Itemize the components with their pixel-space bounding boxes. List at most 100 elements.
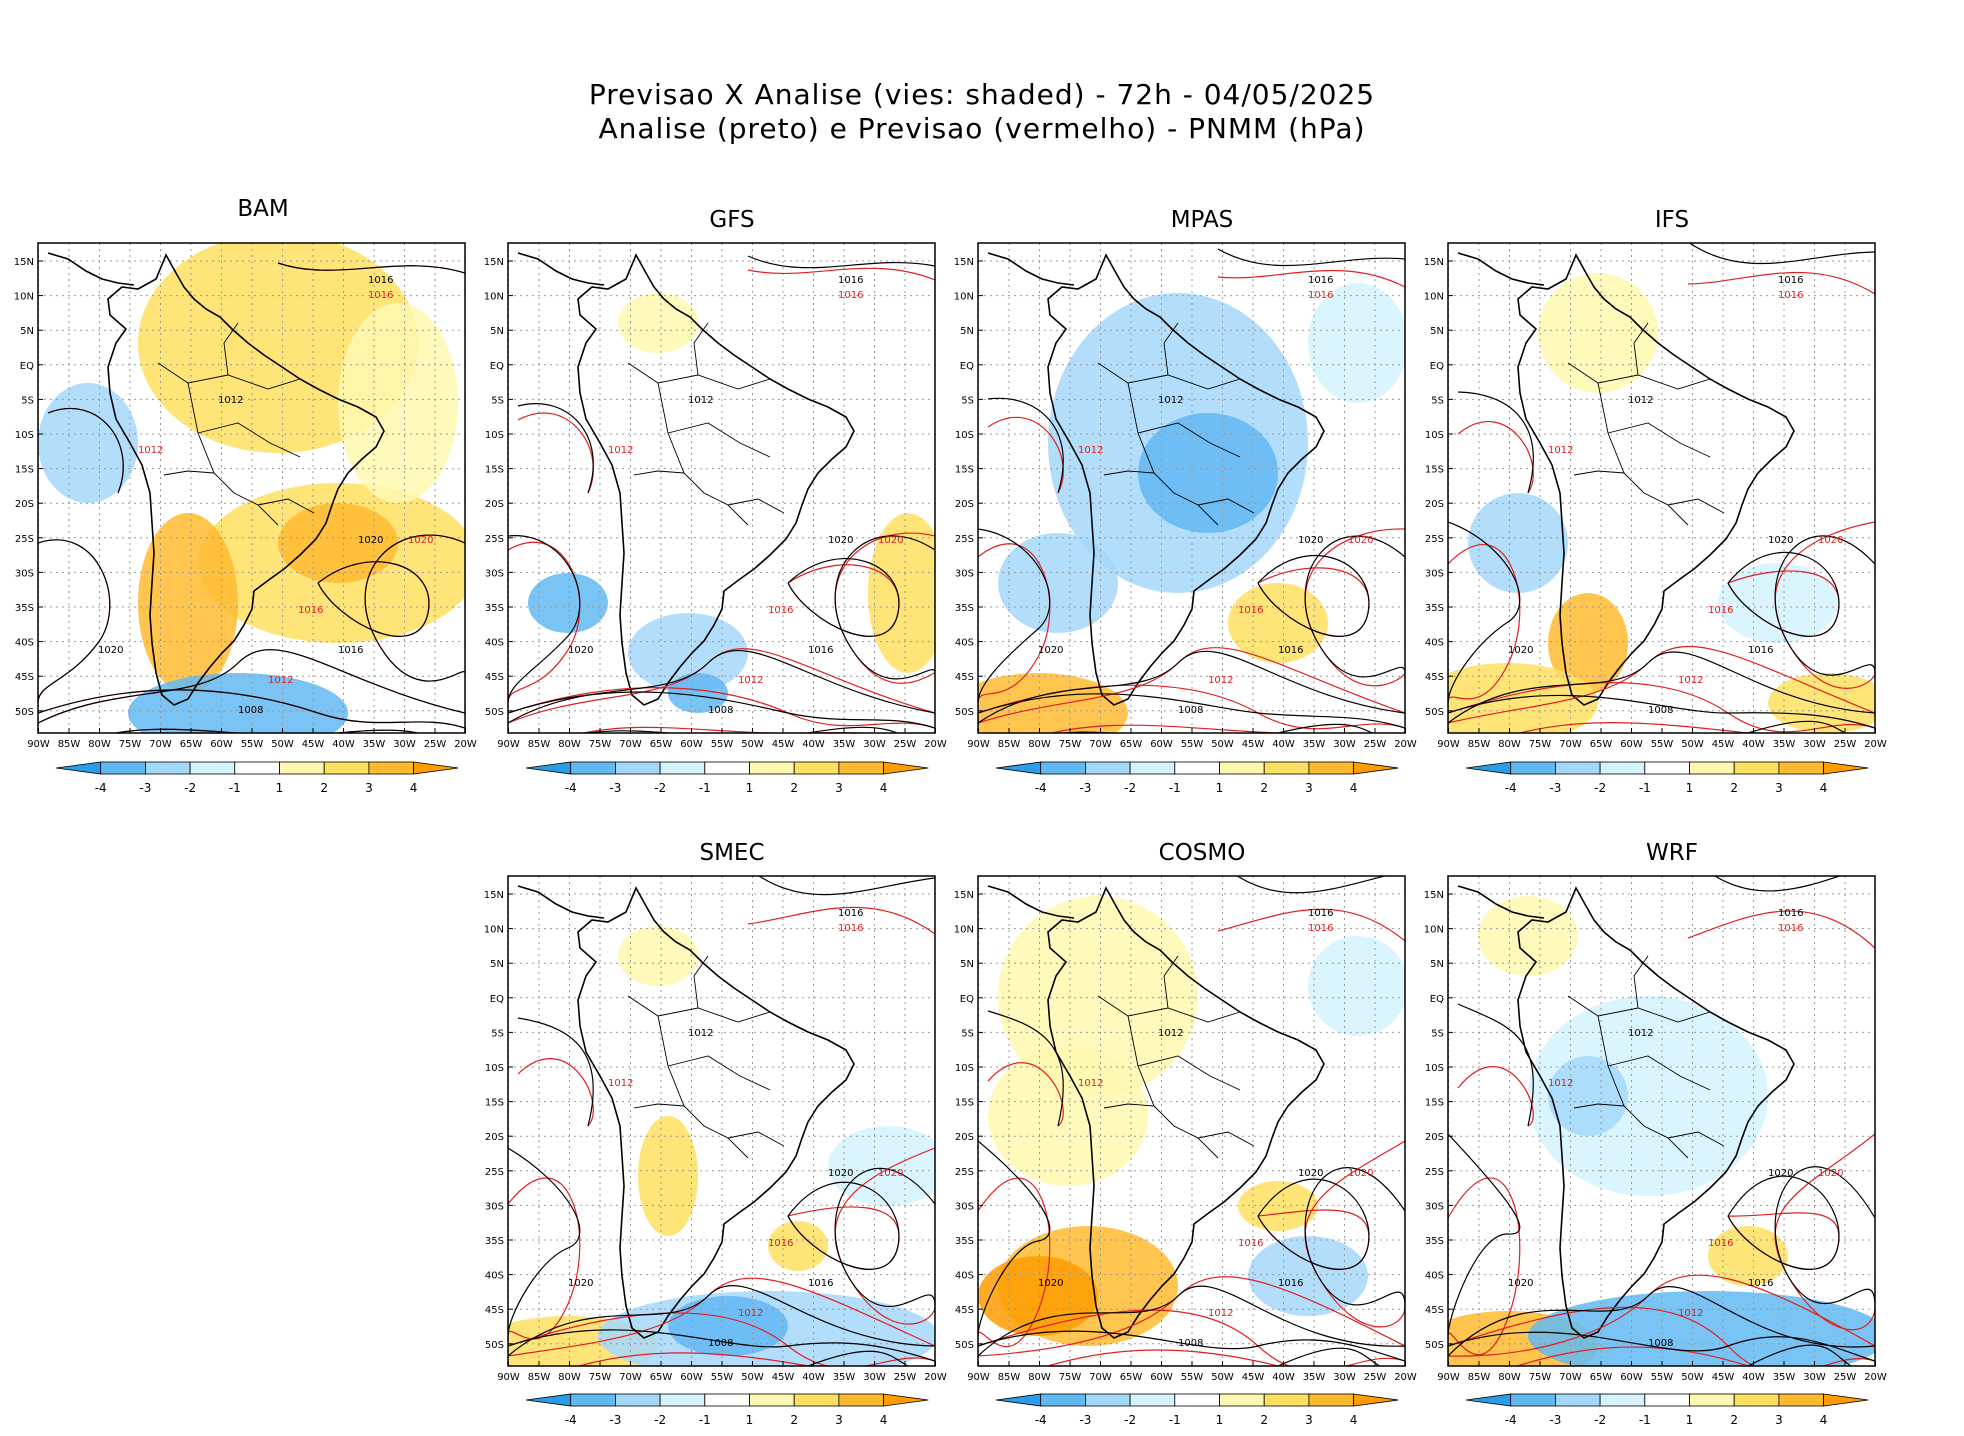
analysis-isobar <box>1727 1175 1840 1270</box>
panel-title-smec: SMEC <box>699 840 765 866</box>
lat-label: 50S <box>485 1340 504 1351</box>
lat-label: 40S <box>1425 1271 1444 1282</box>
lat-label: 15N <box>1424 257 1444 268</box>
lon-label: 60W <box>680 1372 703 1383</box>
analysis-isobar <box>1534 720 1847 733</box>
colorbar-label: 1 <box>1686 781 1694 795</box>
colorbar-label: 1 <box>1216 1413 1224 1427</box>
lon-label: 90W <box>497 1372 520 1383</box>
contour-label: 1016 <box>1708 1238 1733 1249</box>
lat-label: 15S <box>955 1098 974 1109</box>
country-border <box>667 1055 771 1091</box>
lon-label: 20W <box>924 1372 947 1383</box>
country-border <box>1197 1131 1255 1147</box>
map-panel-smec: 1016 1016 1012 1012 1020 1020 1016 1016 1020 1012… <box>484 875 947 1383</box>
lat-label: 35S <box>1425 603 1444 614</box>
lat-label: 20S <box>485 1132 504 1143</box>
contour-label: 1020 <box>1298 535 1323 546</box>
south-america-coastline <box>1047 253 1325 706</box>
lon-label: 80W <box>1028 1372 1051 1383</box>
lon-label: 80W <box>558 1372 581 1383</box>
analysis-isobar <box>1304 535 1405 678</box>
analysis-isobar <box>38 689 465 729</box>
lon-label: 35W <box>363 739 386 750</box>
contour-label: 1020 <box>878 1168 903 1179</box>
lon-label: 90W <box>967 739 990 750</box>
colorbar-label: 3 <box>1305 1413 1313 1427</box>
analysis-isobar <box>508 535 581 704</box>
colorbar-segment <box>1353 761 1399 775</box>
colorbar-label: 2 <box>790 781 798 795</box>
contour-label: 1016 <box>768 1238 793 1249</box>
colorbar-segment <box>1174 761 1220 775</box>
analysis-isobar <box>584 726 900 733</box>
colorbar-segment <box>570 1393 616 1407</box>
analysis-isobar <box>1774 535 1875 676</box>
south-america-coastline <box>1517 253 1795 706</box>
lat-label: 5S <box>961 1028 974 1039</box>
contour-label: 1012 <box>1158 1028 1183 1039</box>
colorbar-label: -2 <box>654 1413 666 1427</box>
lon-label: 25W <box>1834 1372 1857 1383</box>
contour-label: 1012 <box>1548 1078 1573 1089</box>
south-america-coastline <box>577 886 855 1339</box>
bias-shading <box>1528 996 1768 1196</box>
colorbar-label: -3 <box>139 781 151 795</box>
lon-label: 45W <box>1242 739 1265 750</box>
lat-label: 5N <box>20 326 34 337</box>
colorbar-label: -2 <box>184 781 196 795</box>
lat-label: 10S <box>1425 1063 1444 1074</box>
colorbar-label: -3 <box>609 781 621 795</box>
lat-label: 40S <box>485 638 504 649</box>
lon-label: 60W <box>1620 1372 1643 1383</box>
lon-label: 20W <box>1864 1372 1887 1383</box>
lat-label: 10S <box>485 430 504 441</box>
colorbar-label: -3 <box>609 1413 621 1427</box>
lon-label: 85W <box>1468 739 1491 750</box>
forecast-isobar <box>508 687 935 729</box>
contour-label: 1020 <box>828 1168 853 1179</box>
lon-label: 60W <box>210 739 233 750</box>
colorbar-label: 2 <box>1260 781 1268 795</box>
lat-label: 35S <box>15 603 34 614</box>
contour-label: 1016 <box>838 908 863 919</box>
country-border <box>1137 422 1241 458</box>
colorbar: -4 -3 -2 -1 1 2 3 4 <box>1465 1393 1869 1427</box>
colorbar-label: -3 <box>1549 781 1561 795</box>
lon-label: 45W <box>1242 1372 1265 1383</box>
contour-label: 1020 <box>828 535 853 546</box>
lat-label: 5S <box>1431 395 1444 406</box>
south-america-coastline <box>107 253 385 706</box>
forecast-isobar <box>978 1309 1405 1366</box>
lat-label: 40S <box>15 638 34 649</box>
contour-label: 1016 <box>1778 290 1803 301</box>
bias-shading <box>338 303 458 503</box>
forecast-isobar <box>747 906 935 935</box>
colorbar-label: -1 <box>229 781 241 795</box>
colorbar-segment <box>1689 761 1735 775</box>
lon-label: 20W <box>1864 739 1887 750</box>
country-border <box>163 470 215 476</box>
lat-label: 5S <box>21 395 34 406</box>
country-border <box>1633 955 1649 1009</box>
colorbar-label: -1 <box>699 781 711 795</box>
forecast-isobar <box>1457 420 1534 494</box>
colorbar-label: 4 <box>1820 781 1828 795</box>
analysis-isobar <box>1448 1133 1521 1337</box>
colorbar-segment <box>1174 1393 1220 1407</box>
bias-shading <box>38 383 138 503</box>
map-panel-gfs: 1016 1016 1012 1012 1020 1020 1016 1016 1020 1012… <box>484 242 947 750</box>
panel-title-mpas: MPAS <box>1170 207 1234 233</box>
country-border <box>223 322 239 376</box>
contour-label: 1016 <box>298 605 323 616</box>
lon-label: 30W <box>1333 1372 1356 1383</box>
lon-label: 25W <box>424 739 447 750</box>
contour-label: 1012 <box>738 675 763 686</box>
panel-title-cosmo: COSMO <box>1158 840 1246 866</box>
lon-label: 80W <box>558 739 581 750</box>
map-panel-mpas: 1016 1016 1012 1012 1020 1020 1016 1016 1020 1012… <box>954 242 1417 750</box>
lat-label: 5N <box>1430 326 1444 337</box>
forecast-isobar <box>508 1312 935 1366</box>
country-border <box>693 322 709 376</box>
colorbar-label: -1 <box>1169 781 1181 795</box>
